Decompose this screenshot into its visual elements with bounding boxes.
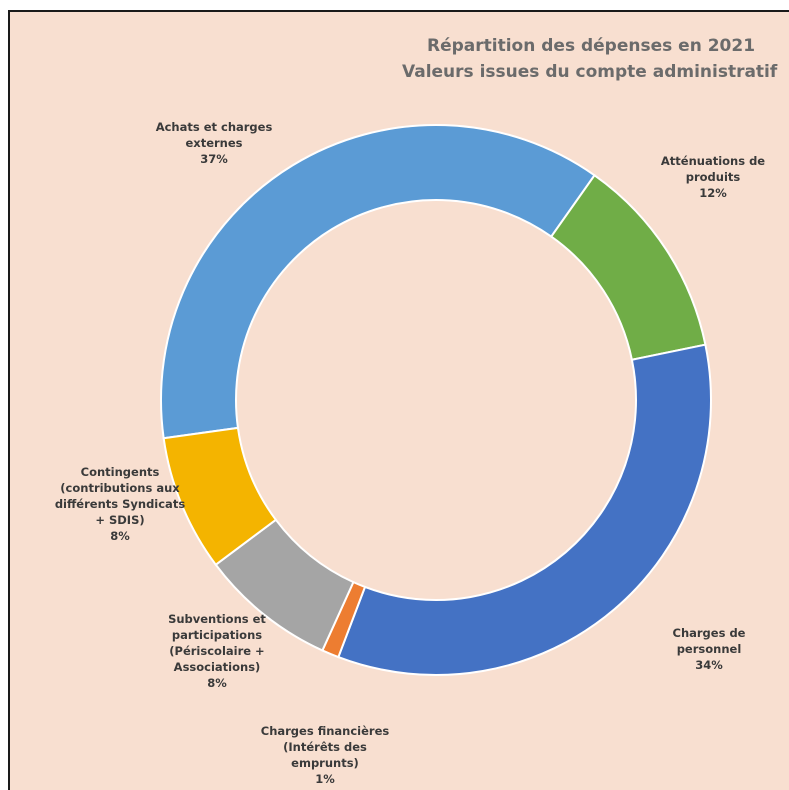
donut-slice-2	[337, 343, 712, 676]
chart-frame: Répartition des dépenses en 2021 Valeurs…	[8, 10, 789, 790]
slice-label-financieres: Charges financières (Intérêts des emprun…	[240, 723, 410, 787]
slice-label-percent: 37%	[200, 152, 228, 166]
slice-label-subventions: Subventions et participations (Périscola…	[132, 611, 302, 691]
donut-slice-5	[162, 426, 278, 567]
slice-label-percent: 1%	[315, 772, 335, 786]
slice-label-name: Achats et charges externes	[155, 120, 273, 150]
slice-label-percent: 8%	[207, 676, 227, 690]
chart-title: Répartition des dépenses en 2021	[427, 36, 756, 56]
slice-label-percent: 12%	[699, 186, 727, 200]
slice-label-achats: Achats et charges externes 37%	[124, 119, 304, 167]
slice-label-name: Subventions et participations (Périscola…	[168, 612, 266, 674]
donut-chart	[160, 124, 712, 676]
slice-label-percent: 34%	[695, 658, 723, 672]
donut-slice-1	[549, 173, 707, 361]
slice-label-personnel: Charges de personnel 34%	[634, 625, 784, 673]
chart-subtitle: Valeurs issues du compte administratif	[402, 62, 778, 82]
donut-slice-0	[160, 124, 596, 440]
slice-label-name: Contingents (contributions aux différent…	[54, 465, 186, 527]
slice-label-name: Charges de personnel	[672, 626, 746, 656]
slice-label-name: Charges financières (Intérêts des emprun…	[260, 724, 390, 770]
slice-label-attenuations: Atténuations de produits 12%	[638, 153, 788, 201]
slice-label-name: Atténuations de produits	[660, 154, 766, 184]
slice-label-percent: 8%	[110, 529, 130, 543]
slice-label-contingents: Contingents (contributions aux différent…	[30, 464, 210, 544]
